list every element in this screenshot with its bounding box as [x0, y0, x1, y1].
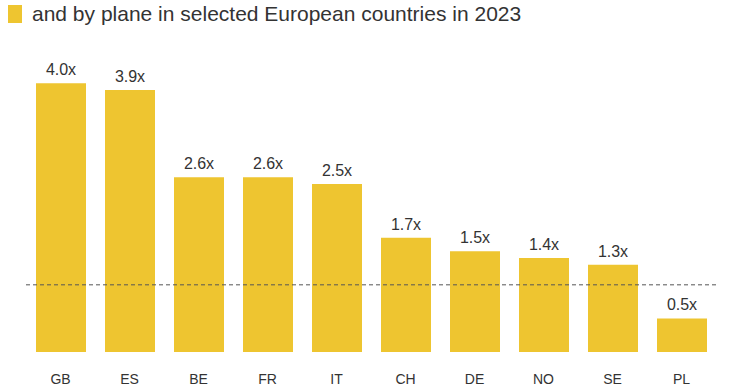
svg-text:GB: GB: [50, 371, 70, 387]
svg-text:1.3x: 1.3x: [598, 243, 628, 260]
html-text:and by plane in selected Europ: and by plane in selected European countr…: [32, 2, 522, 25]
svg-text:IT: IT: [330, 371, 343, 387]
svg-text:FR: FR: [258, 371, 277, 387]
svg-text:2.6x: 2.6x: [253, 155, 283, 172]
svg-text:1.4x: 1.4x: [529, 236, 559, 253]
svg-text:BE: BE: [189, 371, 208, 387]
svg-text:0.5x: 0.5x: [667, 296, 697, 313]
svg-text:2.6x: 2.6x: [184, 155, 214, 172]
svg-text:DE: DE: [465, 371, 484, 387]
svg-text:2.5x: 2.5x: [322, 162, 352, 179]
svg-text:NO: NO: [533, 371, 554, 387]
svg-text:4.0x: 4.0x: [46, 61, 76, 78]
svg-text:ES: ES: [120, 371, 139, 387]
svg-text:CH: CH: [395, 371, 415, 387]
svg-text:SE: SE: [603, 371, 622, 387]
svg-text:1.5x: 1.5x: [460, 229, 490, 246]
svg-text:1.7x: 1.7x: [391, 216, 421, 233]
svg-text:PL: PL: [673, 371, 690, 387]
svg-text:3.9x: 3.9x: [115, 68, 145, 85]
